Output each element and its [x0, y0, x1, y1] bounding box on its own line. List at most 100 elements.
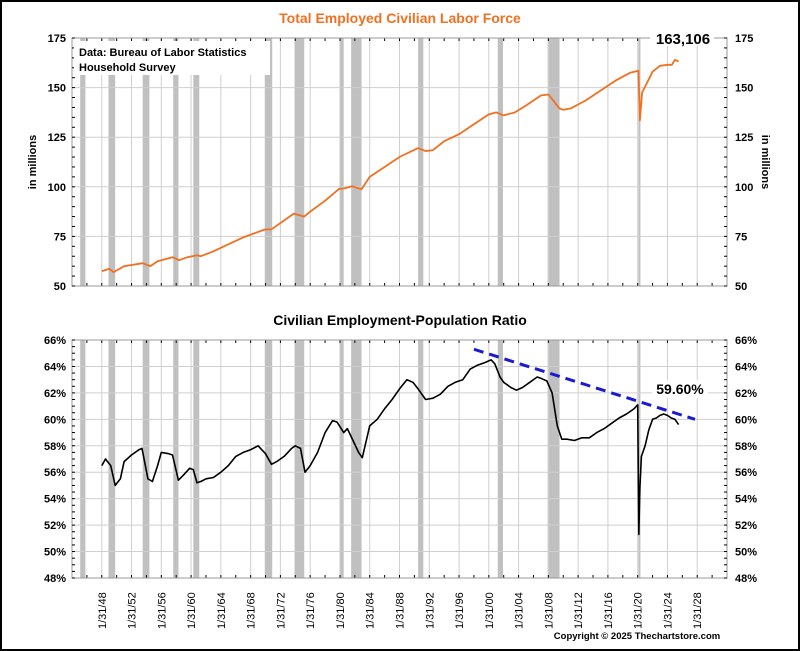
y-tick-label-right: 100 [735, 182, 753, 194]
x-tick-label: 1/31/04 [514, 592, 526, 629]
x-tick-label: 1/31/20 [633, 592, 645, 629]
recession-band [142, 38, 150, 286]
recession-band [80, 340, 86, 578]
y-tick-label-right: 58% [735, 441, 757, 453]
recession-band [351, 38, 362, 286]
x-tick-label: 1/31/08 [543, 592, 555, 629]
y-tick-label-right: 54% [735, 494, 757, 506]
top-plot-frame [71, 37, 728, 287]
y-tick-label-left: 75 [54, 231, 66, 243]
y-tick-label-right: 66% [735, 335, 757, 347]
recession-band [193, 340, 200, 578]
x-tick-label: 1/31/24 [663, 592, 675, 629]
copyright-text: Copyright © 2025 Thechartstore.com [554, 631, 720, 642]
recession-band [264, 38, 273, 286]
x-tick-label: 1/31/48 [97, 592, 109, 629]
bottom-chart-title: Civilian Employment-Population Ratio [273, 312, 527, 328]
y-tick-label-left: 48% [44, 573, 66, 585]
top-gridlines [71, 37, 728, 287]
y-tick-label-left: 100 [48, 182, 66, 194]
emp-pop-ratio-line [101, 359, 680, 536]
x-tick-label: 1/31/68 [246, 592, 258, 629]
y-tick-label-right: 150 [735, 83, 753, 95]
y-tick-label-right: 52% [735, 520, 757, 532]
x-tick-label: 1/31/52 [127, 592, 139, 629]
recession-band [547, 340, 560, 578]
recession-band [173, 340, 179, 578]
bottom-y-ticks-right: 48% 50% 52% 54% 56% 58% 60% 62% 64% 66% [724, 335, 757, 585]
recession-band [108, 38, 116, 286]
y-tick-label-left: 64% [44, 361, 66, 373]
y-tick-label-left: 50% [44, 547, 66, 559]
recession-band [497, 38, 503, 286]
y-tick-label-left: 175 [48, 33, 66, 45]
x-tick-label: 1/31/56 [156, 592, 168, 629]
y-tick-label-left: 50 [54, 281, 66, 293]
recession-band [339, 38, 344, 286]
source-note-box [74, 41, 270, 75]
recession-band [638, 38, 641, 286]
top-y-ticks-left: 50 75 100 125 150 175 [48, 33, 75, 293]
x-tick-label: 1/31/92 [424, 592, 436, 629]
downtrend-line [473, 347, 696, 421]
bottom-y-ticks-left: 48% 50% 52% 54% 56% 58% 60% 62% 64% 66% [44, 335, 75, 585]
recession-band [638, 340, 641, 578]
x-tick-label: 1/31/76 [305, 592, 317, 629]
recession-band [339, 340, 344, 578]
recession-band [497, 340, 503, 578]
latest-employed-label: 163,106 [656, 31, 710, 48]
x-tick-label: 1/31/60 [186, 592, 198, 629]
x-tick-label: 1/31/72 [275, 592, 287, 629]
x-tick-label: 1/31/84 [365, 592, 377, 629]
x-tick-label: 1/31/28 [692, 592, 704, 629]
employed-series-line [101, 58, 679, 273]
x-tick-label: 1/31/88 [395, 592, 407, 629]
x-tick-label: 1/31/12 [573, 592, 585, 629]
y-tick-label-right: 48% [735, 573, 757, 585]
y-tick-label-left: 125 [48, 132, 66, 144]
recession-band [80, 38, 86, 286]
y-tick-label-left: 58% [44, 441, 66, 453]
y-tick-label-right: 60% [735, 414, 757, 426]
top-panel: Total Employed Civilian Labor Force 50 75… [27, 10, 771, 293]
y-tick-label-right: 75 [735, 231, 747, 243]
y-tick-label-left: 66% [44, 335, 66, 347]
top-recession-bands [80, 38, 641, 286]
y-tick-label-left: 52% [44, 520, 66, 532]
y-tick-label-right: 64% [735, 361, 757, 373]
y-tick-label-right: 175 [735, 33, 753, 45]
source-note-line-1: Data: Bureau of Labor Statistics [79, 47, 246, 59]
bottom-panel: Civilian Employment-Population Ratio 48%… [44, 312, 757, 629]
x-tick-label: 1/31/00 [484, 592, 496, 629]
y-tick-label-right: 50% [735, 547, 757, 559]
y-tick-label-right: 56% [735, 467, 757, 479]
recession-band [108, 340, 116, 578]
y-axis-label-right: in millions [759, 135, 771, 189]
x-axis-ticks: 1/31/48 1/31/52 1/31/56 1/31/60 1/31/64 1/31/… [97, 592, 704, 629]
y-tick-label-left: 56% [44, 467, 66, 479]
recession-band [193, 38, 200, 286]
recession-band [142, 340, 150, 578]
bottom-gridlines [71, 339, 728, 579]
recession-band [418, 340, 424, 578]
recession-band [351, 340, 362, 578]
source-note-line-2: Household Survey [79, 62, 176, 74]
y-tick-label-left: 60% [44, 414, 66, 426]
latest-ratio-box [652, 380, 708, 398]
y-tick-label-left: 54% [44, 494, 66, 506]
recession-band [173, 38, 179, 286]
y-axis-label-left: in millions [27, 135, 39, 189]
top-y-ticks-right: 50 75 100 125 150 175 [724, 33, 753, 293]
recession-band [418, 38, 424, 286]
latest-value-box [650, 30, 714, 46]
y-tick-label-right: 125 [735, 132, 753, 144]
recession-band [294, 38, 305, 286]
y-tick-label-left: 62% [44, 388, 66, 400]
y-tick-label-right: 62% [735, 388, 757, 400]
top-chart-title: Total Employed Civilian Labor Force [279, 10, 521, 26]
recession-band [547, 38, 560, 286]
y-tick-label-left: 150 [48, 83, 66, 95]
x-tick-label: 1/31/64 [216, 592, 228, 629]
x-tick-label: 1/31/96 [454, 592, 466, 629]
